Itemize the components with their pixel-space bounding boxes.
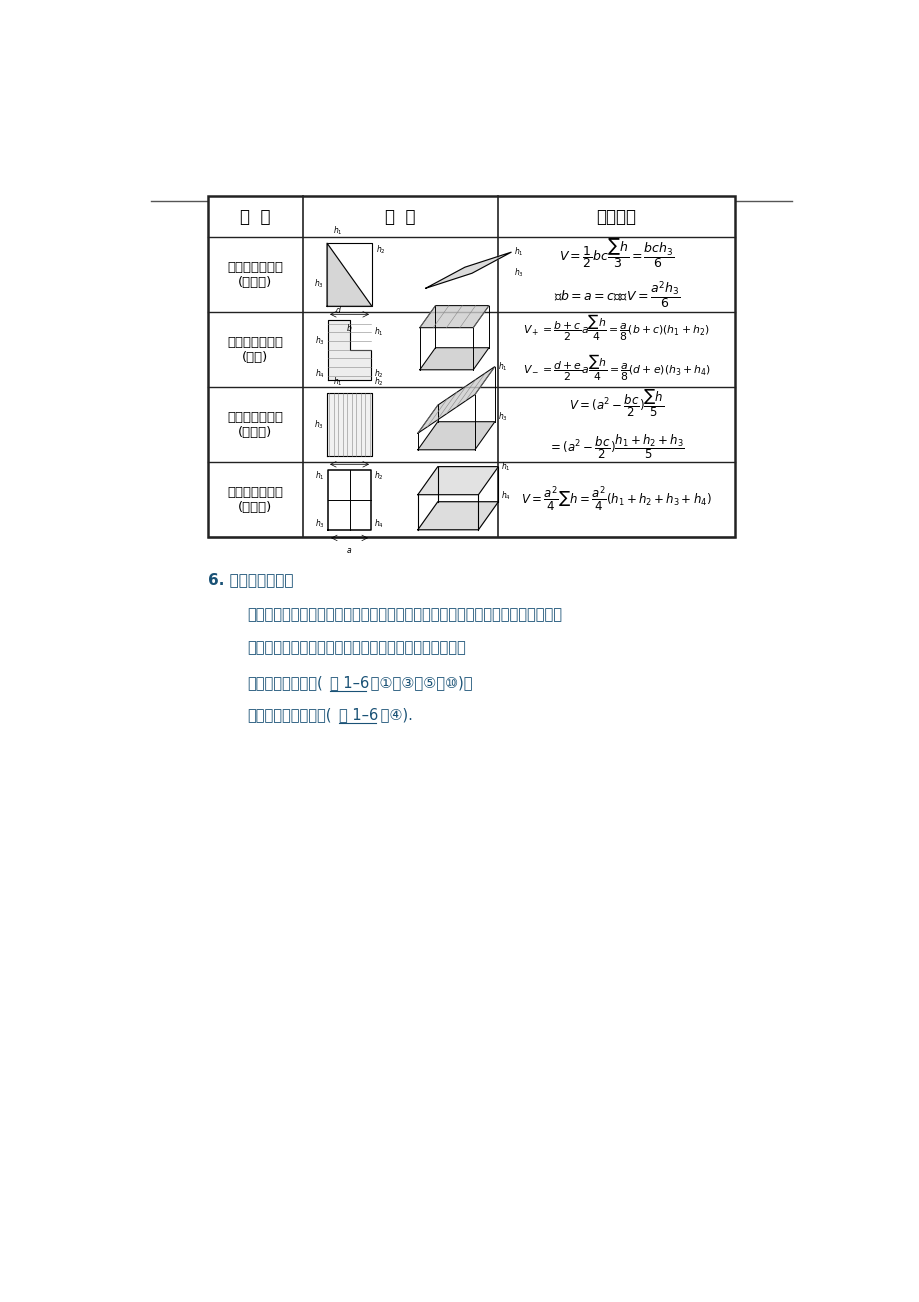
Text: $h_3$: $h_3$	[315, 517, 324, 530]
Polygon shape	[327, 243, 371, 306]
Bar	[208, 197, 734, 538]
Polygon shape	[419, 348, 488, 370]
Text: $h_1$: $h_1$	[333, 225, 343, 237]
Text: 计算公式: 计算公式	[596, 208, 636, 225]
Polygon shape	[417, 466, 498, 495]
Text: 场地的挖方区和填方区的边沿都需要做成边坡，以保证挖方土壁和填方区的稳定。: 场地的挖方区和填方区的边沿都需要做成边坡，以保证挖方土壁和填方区的稳定。	[246, 607, 562, 622]
Text: $h_3$: $h_3$	[497, 410, 507, 423]
Text: $h_3$: $h_3$	[315, 335, 324, 346]
Text: $h_3$: $h_3$	[313, 418, 323, 431]
Polygon shape	[327, 393, 371, 456]
Text: $h_3$: $h_3$	[313, 277, 323, 290]
Polygon shape	[328, 319, 370, 380]
Text: 图  式: 图 式	[385, 208, 415, 225]
Text: 两点填方或挖方
(梯形): 两点填方或挖方 (梯形)	[227, 336, 283, 363]
Text: 三点填方或挖方
(五角形): 三点填方或挖方 (五角形)	[227, 410, 283, 439]
Text: $a$: $a$	[346, 546, 352, 555]
Text: 6. 边坡土方量计算: 6. 边坡土方量计算	[208, 572, 293, 587]
Text: $h_3$: $h_3$	[514, 267, 523, 280]
Text: $V_+=\dfrac{b+c}{2}a\dfrac{\sum h}{4}=\dfrac{a}{8}(b+c)(h_1+h_2)$: $V_+=\dfrac{b+c}{2}a\dfrac{\sum h}{4}=\d…	[523, 312, 709, 342]
Text: 图 1–6: 图 1–6	[339, 707, 378, 723]
Text: 边坡的土方量可以划分成两种近似的几何形体进行计算：: 边坡的土方量可以划分成两种近似的几何形体进行计算：	[246, 641, 465, 655]
Text: $h_2$: $h_2$	[375, 243, 385, 255]
Polygon shape	[417, 422, 494, 449]
Text: $h_2$: $h_2$	[374, 376, 383, 388]
Text: $h_1$: $h_1$	[315, 470, 324, 482]
Text: $V=\dfrac{a^2}{4}\sum h=\dfrac{a^2}{4}(h_1+h_2+h_3+h_4)$: $V=\dfrac{a^2}{4}\sum h=\dfrac{a^2}{4}(h…	[521, 486, 711, 514]
Polygon shape	[419, 306, 488, 328]
Text: $h_1$: $h_1$	[497, 361, 507, 372]
Text: $V_-=\dfrac{d+e}{2}a\dfrac{\sum h}{4}=\dfrac{a}{8}(d+e)(h_3+h_4)$: $V_-=\dfrac{d+e}{2}a\dfrac{\sum h}{4}=\d…	[522, 353, 709, 383]
Text: $h_1$: $h_1$	[514, 246, 523, 258]
Polygon shape	[417, 367, 494, 434]
Text: 一种为三角棱锥体(: 一种为三角棱锥体(	[246, 674, 323, 690]
Text: 另一种为三角棱柱体(: 另一种为三角棱柱体(	[246, 707, 331, 723]
Text: $V=\dfrac{1}{2}bc\dfrac{\sum h}{3}=\dfrac{bch_3}{6}$: $V=\dfrac{1}{2}bc\dfrac{\sum h}{3}=\dfra…	[558, 236, 674, 270]
Text: 中④).: 中④).	[375, 707, 412, 723]
Polygon shape	[417, 501, 498, 530]
Text: 当$b=a=c$时，$V=\dfrac{a^2h_3}{6}$: 当$b=a=c$时，$V=\dfrac{a^2h_3}{6}$	[553, 279, 679, 311]
Text: $h_1$: $h_1$	[501, 461, 510, 473]
Text: $h_1$: $h_1$	[333, 376, 343, 388]
Text: $h_4$: $h_4$	[373, 517, 383, 530]
Text: 图 1–6: 图 1–6	[329, 674, 369, 690]
Text: $h_4$: $h_4$	[315, 367, 324, 380]
Text: $h_2$: $h_2$	[373, 470, 383, 482]
Text: $V=(a^2-\dfrac{bc}{2})\dfrac{\sum h}{5}$: $V=(a^2-\dfrac{bc}{2})\dfrac{\sum h}{5}$	[568, 387, 664, 418]
Text: $=(a^2-\dfrac{bc}{2})\dfrac{h_1+h_2+h_3}{5}$: $=(a^2-\dfrac{bc}{2})\dfrac{h_1+h_2+h_3}…	[548, 432, 685, 461]
Text: $h_4$: $h_4$	[501, 490, 511, 501]
Polygon shape	[425, 253, 511, 288]
Text: $h_2$: $h_2$	[373, 367, 383, 380]
Text: $b$: $b$	[346, 323, 352, 333]
Text: 项  目: 项 目	[240, 208, 270, 225]
Text: $h_1$: $h_1$	[373, 326, 383, 337]
Text: 一点填方或挖方
(三角形): 一点填方或挖方 (三角形)	[227, 260, 283, 289]
Text: $d$: $d$	[335, 303, 342, 315]
Text: 中①～③、⑤～⑩)；: 中①～③、⑤～⑩)；	[366, 674, 472, 690]
Text: 四点填方或挖方
(正方形): 四点填方或挖方 (正方形)	[227, 486, 283, 514]
